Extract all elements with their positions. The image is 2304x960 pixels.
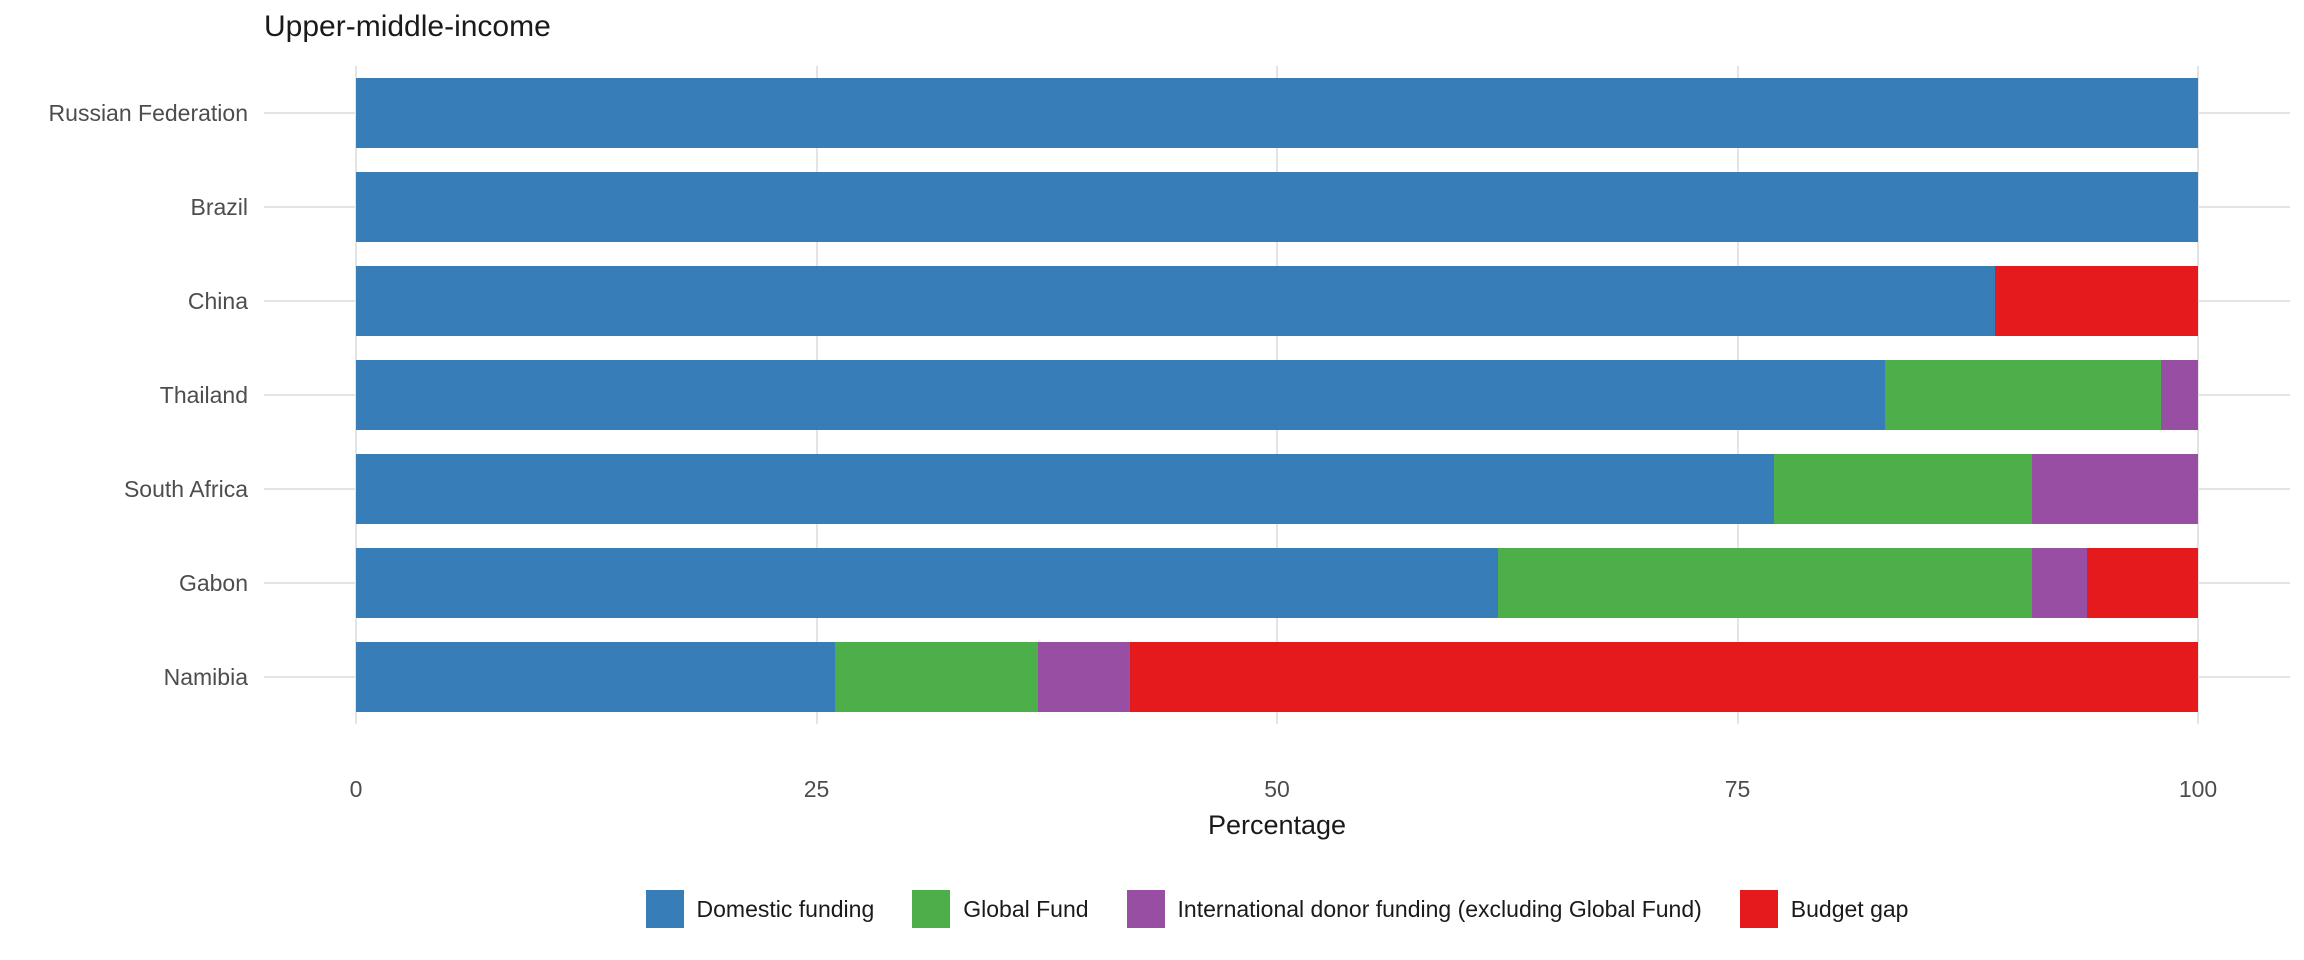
y-axis-label-south-africa: South Africa: [123, 476, 248, 502]
bar-segment-south-africa-domestic-funding: [356, 454, 1775, 524]
legend: Domestic funding Global Fund International…: [356, 888, 2198, 930]
bar-segment-namibia-international-donor-funding-excluding-global-fund: [1037, 642, 1130, 712]
legend-key-global-fund: [912, 890, 951, 928]
bar-segment-thailand-global-fund: [1884, 360, 2162, 430]
legend-key-domestic-funding: [645, 890, 684, 928]
x-tick-label-25: 25: [803, 776, 830, 802]
y-axis-label-china: China: [187, 288, 248, 314]
y-axis-label-thailand: Thailand: [159, 382, 248, 408]
legend-key-budget-gap: [1739, 890, 1778, 928]
bar-segment-thailand-international-donor-funding-excluding-global-fund: [2161, 360, 2198, 430]
x-tick-label-100: 100: [2178, 776, 2218, 802]
x-tick-label-75: 75: [1724, 776, 1751, 802]
bar-segment-thailand-domestic-funding: [356, 360, 1885, 430]
bar-segment-brazil-domestic-funding: [356, 172, 2198, 242]
bar-segment-china-budget-gap: [1995, 266, 2198, 336]
bar-segment-gabon-domestic-funding: [356, 548, 1499, 618]
legend-label-international-donor-funding-excluding-global-fund: International donor funding (excluding G…: [1177, 895, 1702, 922]
x-tick-label-0: 0: [349, 776, 363, 802]
legend-label-domestic-funding: Domestic funding: [696, 895, 875, 922]
bar-segment-namibia-domestic-funding: [356, 642, 835, 712]
bar-segment-namibia-global-fund: [834, 642, 1038, 712]
bar-segment-gabon-global-fund: [1498, 548, 2033, 618]
bar-segment-gabon-budget-gap: [2087, 548, 2198, 618]
y-axis-label-namibia: Namibia: [163, 664, 248, 690]
legend-item-budget-gap: Budget gap: [1739, 890, 1909, 928]
plot-panel: [264, 66, 2290, 724]
y-axis-label-gabon: Gabon: [178, 570, 248, 596]
bar-segment-gabon-international-donor-funding-excluding-global-fund: [2032, 548, 2088, 618]
gridline-vertical: [2197, 66, 2199, 724]
legend-item-international-donor-funding-excluding-global-fund: International donor funding (excluding G…: [1126, 890, 1702, 928]
y-axis-label-brazil: Brazil: [190, 194, 248, 220]
bar-segment-china-domestic-funding: [356, 266, 1996, 336]
bar-segment-namibia-budget-gap: [1129, 642, 2198, 712]
bar-segment-south-africa-global-fund: [1774, 454, 2033, 524]
chart-title: Upper-middle-income: [264, 10, 551, 43]
legend-item-global-fund: Global Fund: [912, 890, 1089, 928]
bar-segment-russian-federation-domestic-funding: [356, 78, 2198, 148]
legend-label-global-fund: Global Fund: [963, 895, 1089, 922]
x-tick-label-50: 50: [1264, 776, 1290, 802]
bar-segment-south-africa-international-donor-funding-excluding-global-fund: [2032, 454, 2198, 524]
x-axis-title: Percentage: [1207, 810, 1347, 840]
y-axis-label-russian-federation: Russian Federation: [48, 100, 248, 126]
legend-label-budget-gap: Budget gap: [1790, 895, 1909, 922]
legend-item-domestic-funding: Domestic funding: [645, 890, 875, 928]
legend-key-international-donor-funding-excluding-global-fund: [1126, 890, 1165, 928]
